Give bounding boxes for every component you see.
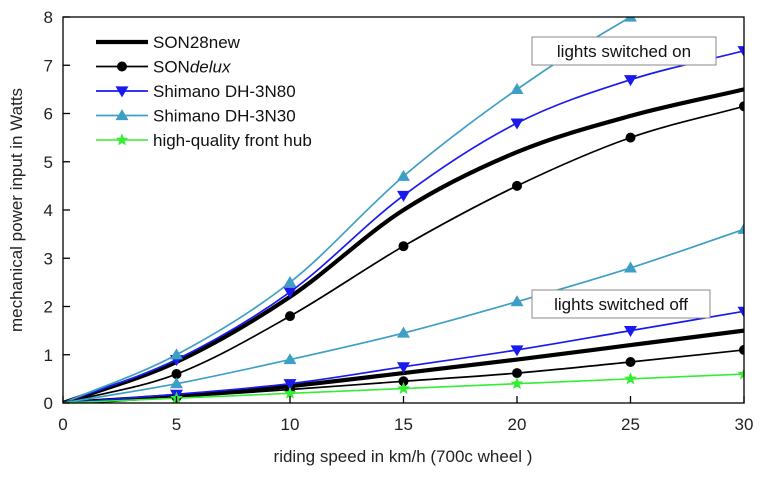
x-tick-label: 15	[394, 415, 413, 434]
y-tick-label: 5	[44, 153, 53, 172]
data-point-dh3n30-off	[623, 261, 638, 273]
data-point-dh3n80-on	[737, 46, 744, 58]
data-point-sondelux-off	[512, 368, 523, 379]
legend-item-hq: high-quality front hub	[96, 131, 312, 150]
annotation-lights-off-text: lights switched off	[554, 295, 688, 314]
data-point-dh3n30-on	[396, 169, 411, 181]
annotation-lights-on-text: lights switched on	[557, 42, 691, 61]
legend-label: SONdelux	[153, 58, 231, 77]
legend-item-son28: SON28new	[96, 33, 241, 52]
y-tick-label: 2	[44, 298, 53, 317]
y-tick-label: 6	[44, 105, 53, 124]
x-tick-label: 30	[735, 415, 754, 434]
data-point-sondelux-off	[625, 356, 636, 367]
data-point-dh3n30-on	[169, 348, 184, 360]
y-tick-label: 1	[44, 346, 53, 365]
data-point-dh3n30-off	[737, 222, 744, 234]
legend-label-main: Shimano DH-3N30	[153, 107, 296, 126]
legend-item-sondelux: SONdelux	[96, 58, 231, 77]
marker-layer	[169, 17, 744, 403]
data-point-hq-off	[283, 386, 297, 399]
legend-swatch-marker	[115, 109, 129, 121]
data-point-hq-off	[624, 372, 637, 385]
data-point-sondelux-on	[171, 369, 182, 380]
data-point-sondelux-on	[398, 241, 409, 252]
y-tick-label: 3	[44, 249, 53, 268]
data-point-hq-off	[510, 376, 524, 390]
x-tick-label: 10	[281, 415, 300, 434]
y-tick-label: 7	[44, 56, 53, 75]
annotation-lights-off: lights switched off	[531, 289, 711, 319]
annotation-lights-off-box	[531, 289, 711, 319]
legend-label-italic: delux	[190, 58, 231, 77]
legend-swatch-marker	[115, 86, 129, 98]
legend-label-main: SON28new	[153, 33, 241, 52]
legend-label: SON28new	[153, 33, 241, 52]
legend-item-dh3n30: Shimano DH-3N30	[96, 107, 296, 126]
x-tick-label: 25	[621, 415, 640, 434]
tick-layer: 0 5 10 15 20 25 30 0 1 2 3 4 5 6 7 8	[44, 8, 754, 434]
data-point-hq-off	[397, 381, 410, 394]
data-point-dh3n80-on	[283, 287, 297, 299]
data-point-sondelux-on	[284, 311, 295, 322]
data-point-dh3n80-off	[737, 306, 744, 318]
legend-swatch-marker	[115, 133, 129, 146]
data-point-dh3n80-on	[623, 75, 638, 87]
data-point-dh3n30-on	[623, 17, 638, 22]
x-tick-label: 5	[172, 415, 181, 434]
data-point-dh3n30-off	[510, 295, 524, 307]
x-tick-label: 0	[58, 415, 67, 434]
annotation-lights-on-box	[531, 36, 717, 66]
data-point-dh3n30-off	[169, 377, 184, 389]
data-point-sondelux-on	[739, 101, 744, 112]
data-point-dh3n80-off	[510, 345, 524, 357]
y-tick-label: 4	[44, 201, 53, 220]
data-point-hq-off	[737, 367, 744, 380]
data-point-dh3n80-off	[396, 362, 411, 374]
legend-label-main: high-quality front hub	[153, 131, 312, 150]
legend: SON28new SONdelux Shimano DH-3N80 Shimano D…	[96, 33, 312, 150]
data-point-dh3n80-off	[623, 326, 638, 338]
annotation-lights-on: lights switched on	[531, 36, 717, 66]
legend-item-dh3n80: Shimano DH-3N80	[96, 82, 296, 101]
x-tick-label: 20	[508, 415, 527, 434]
data-point-sondelux-on	[625, 132, 636, 143]
series-line-dh3n80-on	[63, 49, 744, 403]
series-line-sondelux-on	[63, 105, 744, 403]
legend-swatch-marker	[117, 61, 128, 72]
x-axis-title: riding speed in km/h (700c wheel )	[274, 447, 533, 466]
legend-label: Shimano DH-3N80	[153, 82, 296, 101]
data-point-dh3n30-on	[283, 275, 297, 287]
legend-label: Shimano DH-3N30	[153, 107, 296, 126]
y-tick-label: 8	[44, 8, 53, 27]
data-point-dh3n80-on	[510, 118, 524, 130]
y-tick-label: 0	[44, 394, 53, 413]
data-point-dh3n30-on	[510, 82, 524, 94]
data-point-dh3n80-on	[396, 190, 411, 202]
legend-label-main: Shimano DH-3N80	[153, 82, 296, 101]
legend-label: high-quality front hub	[153, 131, 312, 150]
data-point-dh3n30-off	[283, 353, 297, 365]
data-point-dh3n30-off	[396, 326, 411, 338]
y-axis-title: mechanical power input in Watts	[7, 88, 26, 332]
data-point-sondelux-on	[512, 180, 523, 191]
data-point-dh3n80-off	[283, 379, 297, 391]
legend-label-main: SON	[153, 58, 190, 77]
data-point-sondelux-off	[739, 344, 744, 355]
